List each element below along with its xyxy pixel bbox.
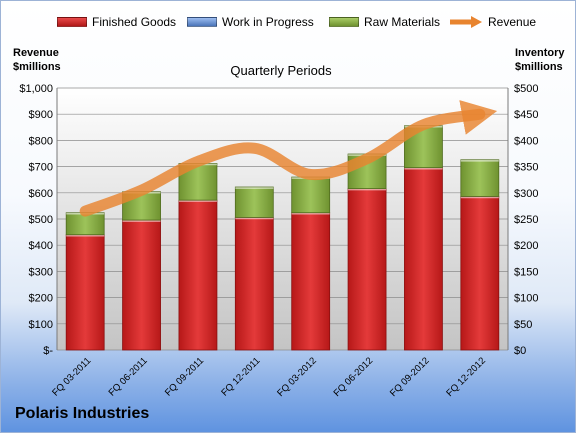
left-tick-label: $200 xyxy=(29,293,53,305)
left-tick-label: $300 xyxy=(29,266,53,278)
bar-finished-goods xyxy=(65,234,105,351)
x-tick-label: FQ 03-2012 xyxy=(275,355,319,399)
legend-label: Finished Goods xyxy=(92,15,177,29)
right-tick-label: $300 xyxy=(514,188,538,200)
raw-materials-swatch xyxy=(329,17,359,27)
legend: Finished Goods Work in Progress Raw Mate… xyxy=(1,15,575,35)
left-tick-label: $- xyxy=(43,345,53,357)
bar-finished-goods xyxy=(291,212,331,351)
revenue-line xyxy=(79,100,498,217)
bar-finished-goods xyxy=(347,188,387,351)
left-tick-label: $700 xyxy=(29,162,53,174)
x-tick-label: FQ 09-2012 xyxy=(388,355,432,399)
bar-raw-materials xyxy=(234,186,274,218)
left-axis-title-line2: $millions xyxy=(13,61,61,73)
revenue-line-path xyxy=(79,100,498,217)
right-axis-title-line1: Inventory xyxy=(515,47,565,59)
bar-finished-goods xyxy=(404,167,443,351)
bar-raw-materials xyxy=(291,176,331,214)
bar-finished-goods xyxy=(460,196,500,351)
left-tick-label: $400 xyxy=(29,240,53,252)
right-tick-label: $100 xyxy=(514,293,538,305)
right-tick-label: $200 xyxy=(514,240,538,252)
right-tick-label: $400 xyxy=(514,135,538,147)
legend-label: Work in Progress xyxy=(222,15,314,29)
left-axis-title-line1: Revenue xyxy=(13,47,59,59)
legend-label: Revenue xyxy=(488,15,537,29)
chart-title: Quarterly Periods xyxy=(230,63,332,78)
x-tick-label: FQ 06-2012 xyxy=(332,355,376,399)
left-axis-title: Revenue $millions xyxy=(13,46,61,74)
x-axis-ticks: FQ 03-2011 FQ 06-2011 FQ 09-2011 FQ 12-2011… xyxy=(50,355,488,399)
right-tick-label: $150 xyxy=(514,266,538,278)
left-axis-ticks: $- $100 $200 $300 $400 $500 $600 $700 $800 $900 $1… xyxy=(19,83,53,357)
x-tick-label: FQ 12-2011 xyxy=(219,355,262,398)
legend-label: Raw Materials xyxy=(364,15,441,29)
bar-finished-goods xyxy=(122,219,161,351)
bar-finished-goods xyxy=(178,199,218,351)
revenue-arrow-icon xyxy=(450,16,482,28)
legend-revenue: Revenue xyxy=(449,15,536,29)
left-tick-label: $600 xyxy=(29,188,53,200)
right-axis-ticks: $0 $50 $100 $150 $200 $250 $300 $350 $400 $450 $50… xyxy=(514,83,538,357)
bar-raw-materials xyxy=(460,159,500,197)
left-tick-label: $100 xyxy=(29,319,53,331)
company-name: Polaris Industries xyxy=(15,405,150,422)
work-in-progress-swatch xyxy=(187,17,217,27)
legend-work-in-progress: Work in Progress xyxy=(187,15,314,29)
right-tick-label: $50 xyxy=(514,319,532,331)
left-tick-label: $800 xyxy=(29,135,53,147)
right-tick-label: $450 xyxy=(514,109,538,121)
legend-finished-goods: Finished Goods xyxy=(57,15,176,29)
right-tick-label: $250 xyxy=(514,214,538,226)
left-tick-label: $500 xyxy=(29,214,53,226)
right-tick-label: $0 xyxy=(514,345,526,357)
x-tick-label: FQ 09-2011 xyxy=(163,355,206,398)
finished-goods-swatch xyxy=(57,17,87,27)
left-tick-label: $900 xyxy=(29,109,53,121)
right-tick-label: $500 xyxy=(514,83,538,95)
legend-raw-materials: Raw Materials xyxy=(329,15,440,29)
right-axis-title-line2: $millions xyxy=(515,61,563,73)
right-tick-label: $350 xyxy=(514,162,538,174)
right-axis-title: Inventory $millions xyxy=(515,46,565,74)
x-tick-label: FQ 03-2011 xyxy=(50,355,93,398)
x-tick-label: FQ 06-2011 xyxy=(107,355,150,398)
x-tick-label: FQ 12-2012 xyxy=(444,355,488,399)
left-tick-label: $1,000 xyxy=(19,83,53,95)
bar-finished-goods xyxy=(234,217,274,351)
